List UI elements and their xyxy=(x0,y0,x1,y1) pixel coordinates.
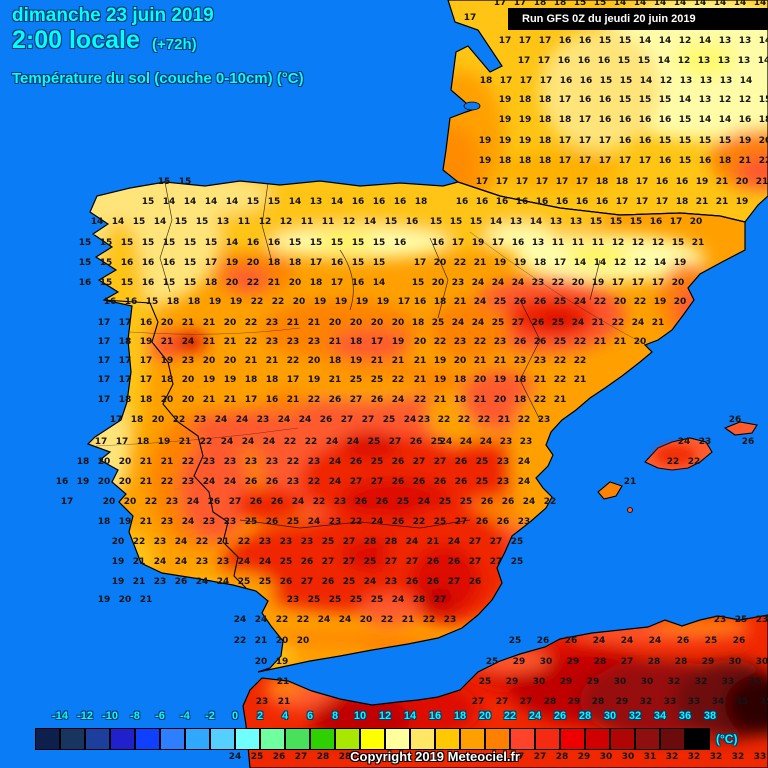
colorbar-label: -4 xyxy=(180,710,190,722)
colorbar-swatch xyxy=(635,728,660,750)
colorbar-swatch xyxy=(485,728,510,750)
arcachon-lagoon xyxy=(463,101,481,111)
colorbar-swatch xyxy=(235,728,260,750)
colorbar-swatch xyxy=(660,728,685,750)
colorbar-label: 34 xyxy=(653,710,667,722)
colorbar-swatch xyxy=(310,728,335,750)
colorbar-label: 28 xyxy=(578,710,592,722)
date-title: dimanche 23 juin 2019 xyxy=(12,5,214,26)
country-borders xyxy=(95,181,746,589)
model-run-box: Run GFS 0Z du jeudi 20 juin 2019 xyxy=(508,8,768,30)
colorbar-label: 32 xyxy=(628,710,642,722)
colorbar-unit: (°C) xyxy=(716,732,738,746)
forecast-offset: (+72h) xyxy=(152,36,197,53)
colorbar-label: -6 xyxy=(155,710,165,722)
africa-landmass xyxy=(242,614,768,768)
iberia-landmass xyxy=(87,180,746,673)
admin-borders xyxy=(159,181,601,529)
colorbar-label: 0 xyxy=(231,710,239,722)
colorbar-swatch xyxy=(160,728,185,750)
colorbar-label: -12 xyxy=(77,710,93,722)
colorbar-swatch xyxy=(60,728,85,750)
rivers xyxy=(95,231,649,447)
colorbar-label: 38 xyxy=(703,710,717,722)
colorbar-label: -2 xyxy=(205,710,215,722)
colorbar-swatch xyxy=(185,728,210,750)
colorbar-swatch xyxy=(260,728,285,750)
colorbar-label: 4 xyxy=(281,710,289,722)
colorbar-swatch xyxy=(360,728,385,750)
colorbar-swatch xyxy=(435,728,460,750)
colorbar-label: -8 xyxy=(130,710,140,722)
colorbar-swatch xyxy=(285,728,310,750)
france-landmass xyxy=(442,0,768,223)
colorbar-swatch xyxy=(610,728,635,750)
local-time-title: 2:00 locale xyxy=(12,26,140,54)
colorbar-swatch xyxy=(535,728,560,750)
colorbar-label: 20 xyxy=(478,710,492,722)
cabrera-islet xyxy=(627,507,633,513)
colorbar-label: 16 xyxy=(428,710,442,722)
colorbar-swatch xyxy=(585,728,610,750)
balearic-islands xyxy=(597,421,758,513)
colorbar-label: 22 xyxy=(503,710,517,722)
colorbar-label: 36 xyxy=(678,710,692,722)
colorbar-swatch xyxy=(110,728,135,750)
colorbar-swatch xyxy=(35,728,60,750)
colorbar-swatch xyxy=(510,728,535,750)
colorbar-label: 8 xyxy=(331,710,339,722)
parameter-title: Température du sol (couche 0-10cm) (°C) xyxy=(12,70,304,87)
colorbar-swatch xyxy=(385,728,410,750)
colorbar-swatch xyxy=(85,728,110,750)
colorbar-swatch xyxy=(210,728,235,750)
copyright-label: Copyright 2019 Meteociel.fr xyxy=(350,749,520,764)
colorbar-swatch xyxy=(135,728,160,750)
colorbar-swatch xyxy=(560,728,585,750)
colorbar-label: 24 xyxy=(528,710,542,722)
model-run-label: Run GFS 0Z du jeudi 20 juin 2019 xyxy=(522,13,696,25)
colorbar-label: 6 xyxy=(306,710,314,722)
colorbar-label: 30 xyxy=(603,710,617,722)
colorbar-label: -14 xyxy=(52,710,68,722)
colorbar-swatch xyxy=(335,728,360,750)
colorbar-label: 2 xyxy=(256,710,264,722)
colorbar-label: 12 xyxy=(378,710,392,722)
colorbar-swatch xyxy=(410,728,435,750)
colorbar-label: 10 xyxy=(353,710,367,722)
colorbar-label: 26 xyxy=(553,710,567,722)
colorbar-label: 18 xyxy=(453,710,467,722)
colorbar-swatch xyxy=(460,728,485,750)
colorbar-swatch xyxy=(685,728,710,750)
colorbar-label: -10 xyxy=(102,710,118,722)
colorbar-label: 14 xyxy=(403,710,417,722)
